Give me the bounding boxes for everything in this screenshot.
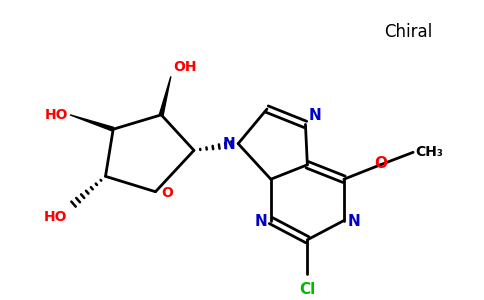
- Text: N: N: [223, 137, 235, 152]
- Text: N: N: [308, 107, 321, 122]
- Text: HO: HO: [44, 210, 67, 224]
- Polygon shape: [159, 76, 171, 115]
- Text: O: O: [374, 156, 387, 171]
- Text: Cl: Cl: [299, 282, 316, 297]
- Polygon shape: [70, 115, 114, 131]
- Text: Chiral: Chiral: [384, 23, 433, 41]
- Text: O: O: [161, 186, 173, 200]
- Text: HO: HO: [45, 108, 68, 122]
- Text: N: N: [254, 214, 267, 229]
- Text: OH: OH: [173, 60, 197, 74]
- Text: CH₃: CH₃: [415, 145, 443, 159]
- Text: N: N: [348, 214, 361, 229]
